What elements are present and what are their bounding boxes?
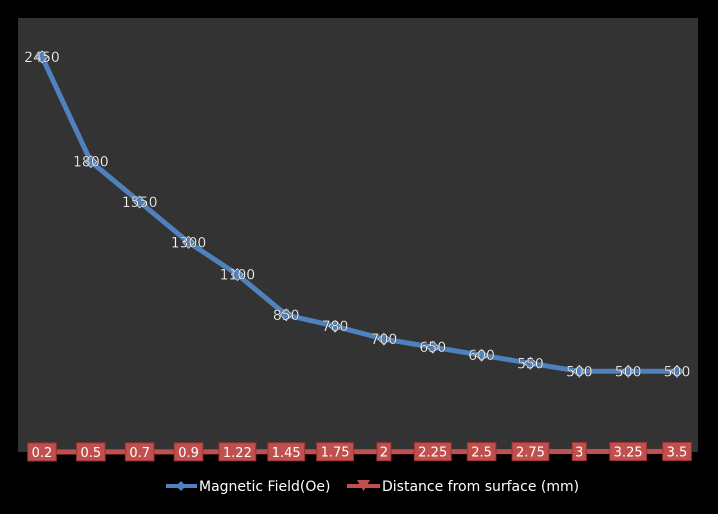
- data-label: 1550: [122, 195, 158, 211]
- category-label-box: [76, 442, 106, 462]
- category-label-box: [376, 442, 392, 462]
- data-label: 700: [371, 332, 398, 348]
- legend-label-magnetic-field: Magnetic Field(Oe): [199, 479, 330, 495]
- category-label: 0.2: [32, 446, 53, 461]
- series-line-0: [39, 54, 680, 374]
- data-point: [572, 364, 586, 378]
- category-label: 1.45: [272, 446, 301, 461]
- category-label: 3: [575, 446, 583, 461]
- data-point: [426, 340, 440, 354]
- data-label: 1100: [220, 268, 256, 284]
- category-label-box: [218, 442, 257, 462]
- data-label: 600: [468, 348, 495, 364]
- data-label: 550: [517, 356, 544, 372]
- data-point: [475, 348, 489, 362]
- category-label: 3.5: [667, 445, 688, 460]
- category-label: 2.75: [516, 446, 545, 461]
- legend-label-distance: Distance from surface (mm): [382, 479, 579, 495]
- data-label: 780: [322, 319, 349, 335]
- data-point: [621, 364, 635, 378]
- category-label-box: [267, 442, 306, 462]
- data-point: [35, 50, 49, 64]
- data-label: 650: [419, 340, 446, 356]
- data-point: [133, 195, 147, 209]
- category-label: 1.75: [321, 446, 350, 461]
- data-point: [328, 319, 342, 333]
- data-point: [279, 308, 293, 322]
- data-labels-layer: 2450 1800 1550 1300 1100 850 780 700 650 600 550 50…: [24, 50, 692, 462]
- category-label: 2: [380, 446, 388, 461]
- category-label-box: [173, 442, 204, 462]
- category-label: 0.5: [81, 446, 102, 461]
- data-label: 500: [566, 364, 593, 380]
- data-point: [230, 268, 244, 281]
- data-label: 1300: [171, 235, 207, 251]
- legend: Magnetic Field(Oe) Distance from surface …: [166, 479, 579, 495]
- plot-area: [18, 18, 698, 452]
- category-label-box: [124, 442, 155, 462]
- data-label: 850: [273, 308, 300, 324]
- data-point: [670, 364, 684, 378]
- legend-marker-diamond-icon: [176, 481, 186, 491]
- category-label: 0.9: [178, 446, 199, 461]
- legend-marker-triangle-icon: [357, 480, 370, 491]
- category-label-box: [413, 442, 452, 462]
- category-label-box: [511, 442, 550, 462]
- category-label-box: [662, 441, 692, 461]
- data-point: [377, 332, 391, 346]
- data-point: [524, 356, 537, 370]
- data-point: [84, 155, 98, 169]
- category-label-box: [316, 442, 354, 462]
- category-label: 3.25: [614, 445, 643, 460]
- data-point: [182, 235, 195, 249]
- data-label: 500: [664, 364, 691, 380]
- category-label-box: [466, 442, 497, 462]
- category-label-box: [609, 441, 648, 461]
- category-label-box: [27, 442, 57, 462]
- category-label: 1.22: [223, 446, 252, 461]
- category-label: 2.25: [418, 446, 447, 461]
- data-label: 2450: [24, 50, 60, 66]
- category-label: 0.7: [129, 446, 150, 461]
- data-label: 1800: [73, 155, 109, 171]
- category-label-box: [571, 442, 587, 462]
- data-label: 500: [615, 364, 642, 380]
- category-label: 2.5: [471, 446, 492, 461]
